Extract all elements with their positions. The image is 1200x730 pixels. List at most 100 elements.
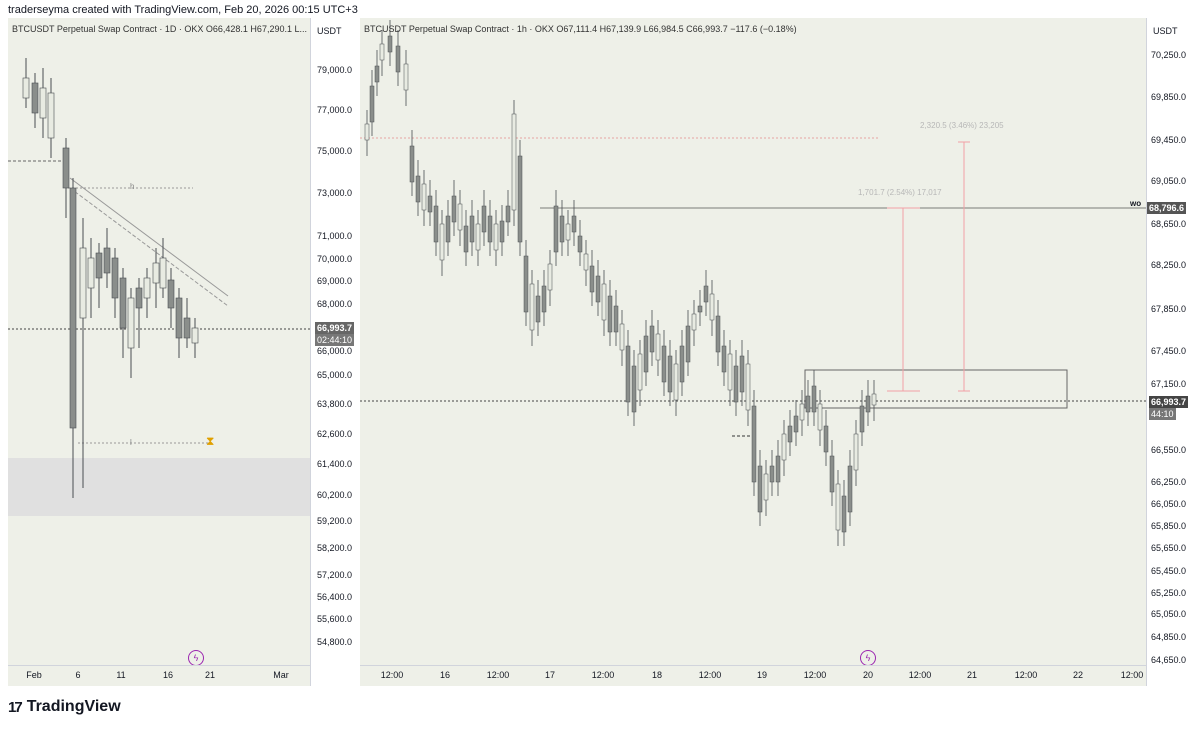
price-tick: 64,650.0 bbox=[1151, 655, 1187, 665]
hourly-chart-canvas bbox=[360, 20, 1146, 546]
high-label: h bbox=[130, 182, 135, 191]
channel-line bbox=[69, 187, 229, 307]
price-tick: 67,450.0 bbox=[1151, 346, 1187, 356]
time-tick: Feb bbox=[26, 670, 42, 680]
price-tick: 69,450.0 bbox=[1151, 135, 1187, 145]
candle-body bbox=[535, 295, 541, 323]
price-tick: 63,800.0 bbox=[317, 399, 353, 409]
price-tick: 68,000.0 bbox=[317, 299, 353, 309]
time-tick: 12:00 bbox=[380, 670, 404, 680]
price-tick: 69,000.0 bbox=[317, 276, 353, 286]
time-tick: 12:00 bbox=[1014, 670, 1038, 680]
price-tick: 61,400.0 bbox=[317, 459, 353, 469]
candle-body bbox=[409, 145, 415, 183]
price-tick: 66,550.0 bbox=[1151, 445, 1187, 455]
lightning-icon[interactable]: ϟ bbox=[188, 650, 204, 666]
candle-body bbox=[493, 223, 499, 251]
price-tick: 65,650.0 bbox=[1151, 543, 1187, 553]
time-tick: 12:00 bbox=[698, 670, 722, 680]
time-tick: 17 bbox=[544, 670, 556, 680]
candle-body bbox=[835, 483, 841, 531]
currency-label: USDT bbox=[1153, 26, 1178, 36]
candle-body bbox=[529, 283, 535, 331]
candle-body bbox=[583, 253, 589, 271]
candle-body bbox=[499, 220, 505, 243]
time-tick: 21 bbox=[966, 670, 978, 680]
daily-time-axis[interactable]: Feb 6 11 16 21 Mar bbox=[8, 665, 310, 686]
time-tick: 12:00 bbox=[486, 670, 510, 680]
price-tick: 75,000.0 bbox=[317, 146, 353, 156]
candle-body bbox=[159, 257, 167, 289]
time-tick: 11 bbox=[116, 670, 126, 680]
price-tick: 67,850.0 bbox=[1151, 304, 1187, 314]
price-tick: 56,400.0 bbox=[317, 592, 353, 602]
price-tick: 58,200.0 bbox=[317, 543, 353, 553]
candle-body bbox=[415, 175, 421, 203]
candle-body bbox=[703, 285, 709, 303]
candle-body bbox=[865, 395, 871, 413]
candle-body bbox=[757, 465, 763, 513]
candle-body bbox=[679, 345, 685, 383]
candle-body bbox=[685, 325, 691, 363]
hourly-chart-legend: BTCUSDT Perpetual Swap Contract · 1h · O… bbox=[364, 24, 797, 34]
candle-body bbox=[625, 345, 631, 403]
tradingview-logo[interactable]: 17 TradingView bbox=[8, 698, 121, 716]
candle-body bbox=[763, 473, 769, 501]
candle-body bbox=[811, 385, 817, 413]
candle-body bbox=[871, 393, 877, 406]
time-tick: 12:00 bbox=[908, 670, 932, 680]
candle-body bbox=[601, 283, 607, 321]
time-tick: 12:00 bbox=[803, 670, 827, 680]
candle-body bbox=[103, 247, 111, 274]
candle-body bbox=[775, 455, 781, 483]
daily-price-axis[interactable]: USDT 79,000.0 77,000.0 75,000.0 73,000.0 71,… bbox=[310, 18, 361, 686]
channel-line bbox=[69, 177, 229, 297]
candle-body bbox=[487, 215, 493, 243]
tradingview-mark-icon: 17 bbox=[8, 698, 23, 716]
candle-body bbox=[387, 35, 393, 53]
price-tick: 77,000.0 bbox=[317, 105, 353, 115]
candle-body bbox=[457, 203, 463, 231]
candle-body bbox=[511, 113, 517, 211]
range-box bbox=[804, 369, 1068, 409]
candle-body bbox=[87, 257, 95, 289]
price-tick: 71,000.0 bbox=[317, 231, 353, 241]
time-tick: 22 bbox=[1072, 670, 1084, 680]
daily-chart-canvas bbox=[8, 58, 310, 516]
candle-body bbox=[463, 225, 469, 253]
hourly-chart-pane[interactable]: BTCUSDT Perpetual Swap Contract · 1h · O… bbox=[360, 18, 1146, 686]
candle-body bbox=[841, 495, 847, 533]
candle-body bbox=[541, 285, 547, 313]
candle-body bbox=[655, 333, 661, 361]
candle-body bbox=[673, 363, 679, 401]
price-tick: 65,050.0 bbox=[1151, 609, 1187, 619]
hourly-time-axis[interactable]: 12:00 16 12:00 17 12:00 18 12:00 19 12:00 20 12:00… bbox=[360, 665, 1146, 686]
candle-body bbox=[727, 353, 733, 391]
lightning-icon[interactable]: ϟ bbox=[860, 650, 876, 666]
candle-body bbox=[79, 247, 87, 319]
candle-body bbox=[853, 433, 859, 471]
candle-body bbox=[183, 317, 191, 339]
price-tick: 79,000.0 bbox=[317, 65, 353, 75]
price-tick: 66,000.0 bbox=[317, 346, 353, 356]
candle-body bbox=[823, 425, 829, 453]
measure-label-1: 1,701.7 (2.54%) 17,017 bbox=[858, 188, 942, 197]
chart-credit: traderseyma created with TradingView.com… bbox=[8, 4, 358, 16]
daily-chart-pane[interactable]: BTCUSDT Perpetual Swap Contract · 1D · O… bbox=[8, 18, 310, 686]
candle-body bbox=[547, 263, 553, 291]
candle-body bbox=[152, 262, 160, 284]
candle-body bbox=[95, 252, 103, 279]
brand-name: TradingView bbox=[26, 698, 121, 715]
bar-countdown: 44:10 bbox=[1149, 408, 1176, 420]
candle-body bbox=[817, 403, 823, 431]
current-price-tag: 66,993.7 bbox=[1149, 396, 1189, 408]
candle-body bbox=[643, 335, 649, 373]
candle-body bbox=[691, 313, 697, 331]
candle-body bbox=[505, 205, 511, 223]
candle-body bbox=[697, 305, 703, 313]
candle-body bbox=[517, 155, 523, 243]
candle-body bbox=[47, 92, 55, 139]
price-tick: 67,150.0 bbox=[1151, 379, 1187, 389]
hourly-price-axis[interactable]: USDT 70,250.0 69,850.0 69,450.0 69,050.0 68,… bbox=[1146, 18, 1193, 686]
candle-body bbox=[805, 395, 811, 413]
